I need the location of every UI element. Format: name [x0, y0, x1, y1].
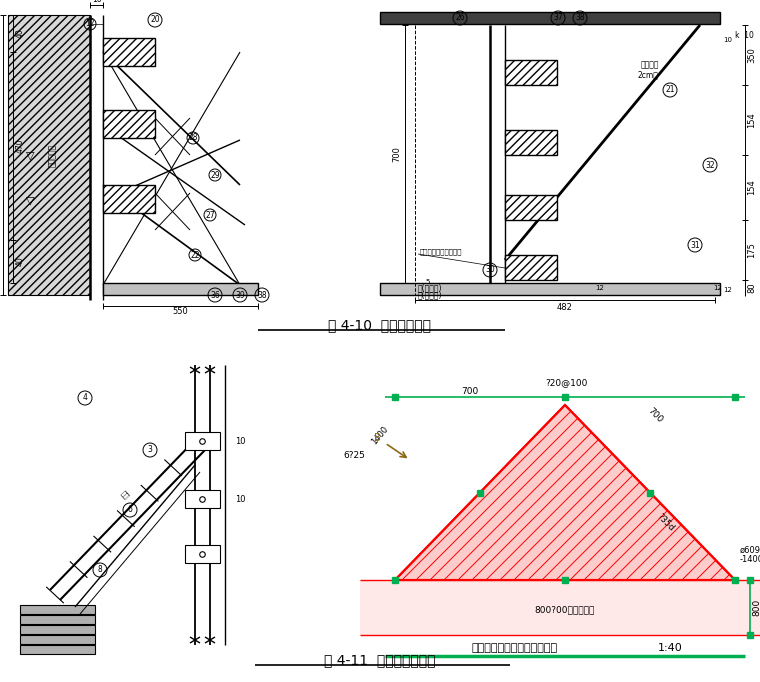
Text: ?20@100: ?20@100	[545, 379, 587, 387]
Text: -1400?50?0: -1400?50?0	[740, 556, 760, 565]
Text: 28: 28	[188, 134, 198, 143]
Text: ⑳(活动端): ⑳(活动端)	[418, 284, 442, 293]
Text: 560: 560	[0, 147, 2, 163]
Text: ▽: ▽	[26, 195, 34, 205]
Text: 38: 38	[257, 291, 267, 299]
Text: 550: 550	[172, 308, 188, 316]
Text: 29: 29	[211, 170, 220, 179]
Text: 37: 37	[553, 14, 563, 23]
Text: ø609钢支撑: ø609钢支撑	[740, 546, 760, 554]
Text: 21: 21	[665, 85, 675, 95]
Text: 700: 700	[392, 146, 401, 162]
Text: 12: 12	[85, 20, 95, 29]
Text: 6?25: 6?25	[343, 451, 365, 460]
Text: 40: 40	[15, 256, 24, 266]
Text: 32: 32	[705, 160, 715, 170]
Bar	[103, 110, 155, 138]
Text: 12: 12	[724, 287, 733, 293]
Text: ⑳(固定端): ⑳(固定端)	[418, 291, 442, 299]
Text: 482: 482	[557, 303, 573, 312]
Text: 图 4-10  钢围檩示意图: 图 4-10 钢围檩示意图	[328, 318, 432, 332]
Text: 斜撑: 斜撑	[119, 490, 130, 501]
Bar	[505, 60, 557, 85]
Text: 4: 4	[83, 394, 87, 402]
Text: 31: 31	[690, 241, 700, 250]
Text: 地下连续墙外侧绑筋线: 地下连续墙外侧绑筋线	[420, 249, 463, 255]
Bar	[20, 615, 95, 624]
Text: 8: 8	[97, 565, 103, 574]
Text: 10: 10	[235, 494, 245, 503]
Text: 20: 20	[150, 16, 160, 25]
Bar	[103, 185, 155, 213]
Polygon shape	[8, 15, 90, 295]
Text: ▽: ▽	[26, 150, 34, 160]
Text: 1:40: 1:40	[657, 643, 682, 653]
Bar	[20, 645, 95, 654]
Bar	[380, 12, 720, 24]
Text: k  10: k 10	[735, 31, 754, 40]
Bar	[185, 545, 220, 563]
Text: 36: 36	[210, 291, 220, 299]
Text: 800: 800	[752, 598, 760, 616]
Text: 26: 26	[455, 14, 465, 23]
Text: 12: 12	[596, 285, 604, 291]
Text: 12: 12	[714, 285, 723, 291]
Text: 5: 5	[426, 279, 430, 285]
Text: 38: 38	[575, 14, 584, 23]
Text: 2cm厚: 2cm厚	[638, 70, 658, 80]
Text: 30: 30	[485, 265, 495, 274]
Text: 图 4-11  钢管斜撑示意图: 图 4-11 钢管斜撑示意图	[325, 653, 435, 667]
Text: 700: 700	[646, 406, 664, 424]
Text: 700: 700	[461, 387, 479, 396]
Text: 39: 39	[235, 291, 245, 299]
Text: 470: 470	[15, 138, 24, 153]
Text: 22: 22	[190, 250, 200, 259]
Bar	[505, 195, 557, 220]
Polygon shape	[395, 405, 735, 580]
Text: 350: 350	[748, 47, 756, 63]
Text: B: B	[374, 433, 380, 443]
Bar	[185, 432, 220, 450]
Bar	[505, 255, 557, 280]
Text: 钢支撑牛腿（斜支座）配筋图: 钢支撑牛腿（斜支座）配筋图	[472, 643, 558, 653]
Text: 砂浆垫平: 砂浆垫平	[641, 61, 659, 70]
Bar	[20, 625, 95, 634]
Bar	[103, 283, 258, 295]
Text: 154: 154	[748, 112, 756, 128]
Text: 27: 27	[205, 211, 215, 220]
Text: 10: 10	[92, 0, 102, 3]
Text: 6: 6	[128, 505, 132, 514]
Text: 3: 3	[147, 445, 153, 454]
Text: 80: 80	[748, 282, 756, 293]
Bar	[360, 580, 760, 635]
Text: 40: 40	[15, 28, 24, 38]
Text: 154: 154	[748, 179, 756, 195]
Bar	[103, 38, 155, 66]
Text: 地下连续墙: 地下连续墙	[47, 143, 56, 166]
Text: ?35d: ?35d	[654, 512, 676, 533]
Text: 800?00钢筋地垫层: 800?00钢筋地垫层	[535, 606, 595, 614]
Bar	[505, 130, 557, 155]
Text: 175: 175	[748, 242, 756, 258]
Bar	[20, 605, 95, 614]
Bar	[185, 490, 220, 508]
Text: 10: 10	[235, 436, 245, 445]
Text: 10: 10	[724, 37, 733, 43]
Bar	[380, 283, 720, 295]
Text: 1400: 1400	[370, 424, 390, 446]
Bar	[20, 635, 95, 644]
